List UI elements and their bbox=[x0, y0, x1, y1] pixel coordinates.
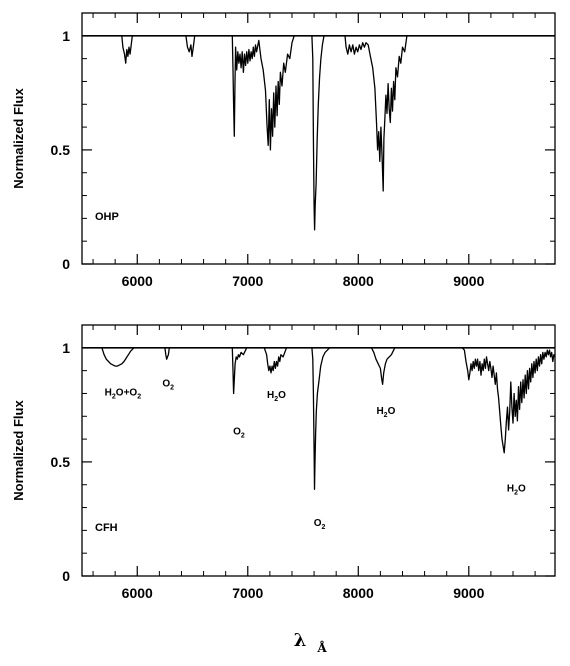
y-axis-title: Normalized Flux bbox=[11, 400, 26, 501]
spectrum-line bbox=[82, 347, 556, 490]
x-tick-label: 6000 bbox=[122, 585, 153, 601]
y-tick-label: 0.5 bbox=[51, 454, 71, 470]
plot-frame bbox=[81, 324, 556, 577]
spectrum-line bbox=[82, 35, 555, 231]
y-tick-label: 0 bbox=[62, 256, 70, 272]
absorption-label: H2O bbox=[267, 390, 286, 403]
absorption-label: H2O bbox=[376, 406, 395, 419]
ohp-panel: 6000 7000 8000 9000 0 0.5 1 Normalized Flux OHP bbox=[11, 12, 556, 289]
x-axis-label: λ bbox=[294, 630, 307, 651]
x-tick-label: 7000 bbox=[232, 273, 263, 289]
y-tick-label: 1 bbox=[62, 28, 70, 44]
absorption-label: O2 bbox=[314, 518, 326, 531]
y-tick-label: 1 bbox=[62, 340, 70, 356]
absorption-label: H2O bbox=[507, 484, 526, 497]
y-tick-label: 0.5 bbox=[51, 142, 71, 158]
panel-label: CFH bbox=[95, 522, 118, 534]
x-tick-label: 6000 bbox=[122, 273, 153, 289]
y-tick-label: 0 bbox=[62, 568, 70, 584]
x-tick-label: 7000 bbox=[232, 585, 263, 601]
x-tick-label: 8000 bbox=[343, 585, 374, 601]
x-tick-label: 8000 bbox=[343, 273, 374, 289]
cfh-panel: 6000 7000 8000 9000 0 0.5 1 Normalized Flux CFH H… bbox=[11, 324, 556, 601]
x-axis-unit: Å bbox=[316, 640, 327, 655]
absorption-label: O2 bbox=[233, 427, 245, 440]
panel-label: OHP bbox=[95, 211, 119, 223]
x-tick-label: 9000 bbox=[453, 273, 484, 289]
plot-frame bbox=[81, 12, 556, 265]
absorption-label: H2O+O2 bbox=[105, 388, 142, 401]
x-tick-label: 9000 bbox=[453, 585, 484, 601]
absorption-label: O2 bbox=[162, 379, 174, 392]
y-axis-title: Normalized Flux bbox=[11, 88, 26, 189]
